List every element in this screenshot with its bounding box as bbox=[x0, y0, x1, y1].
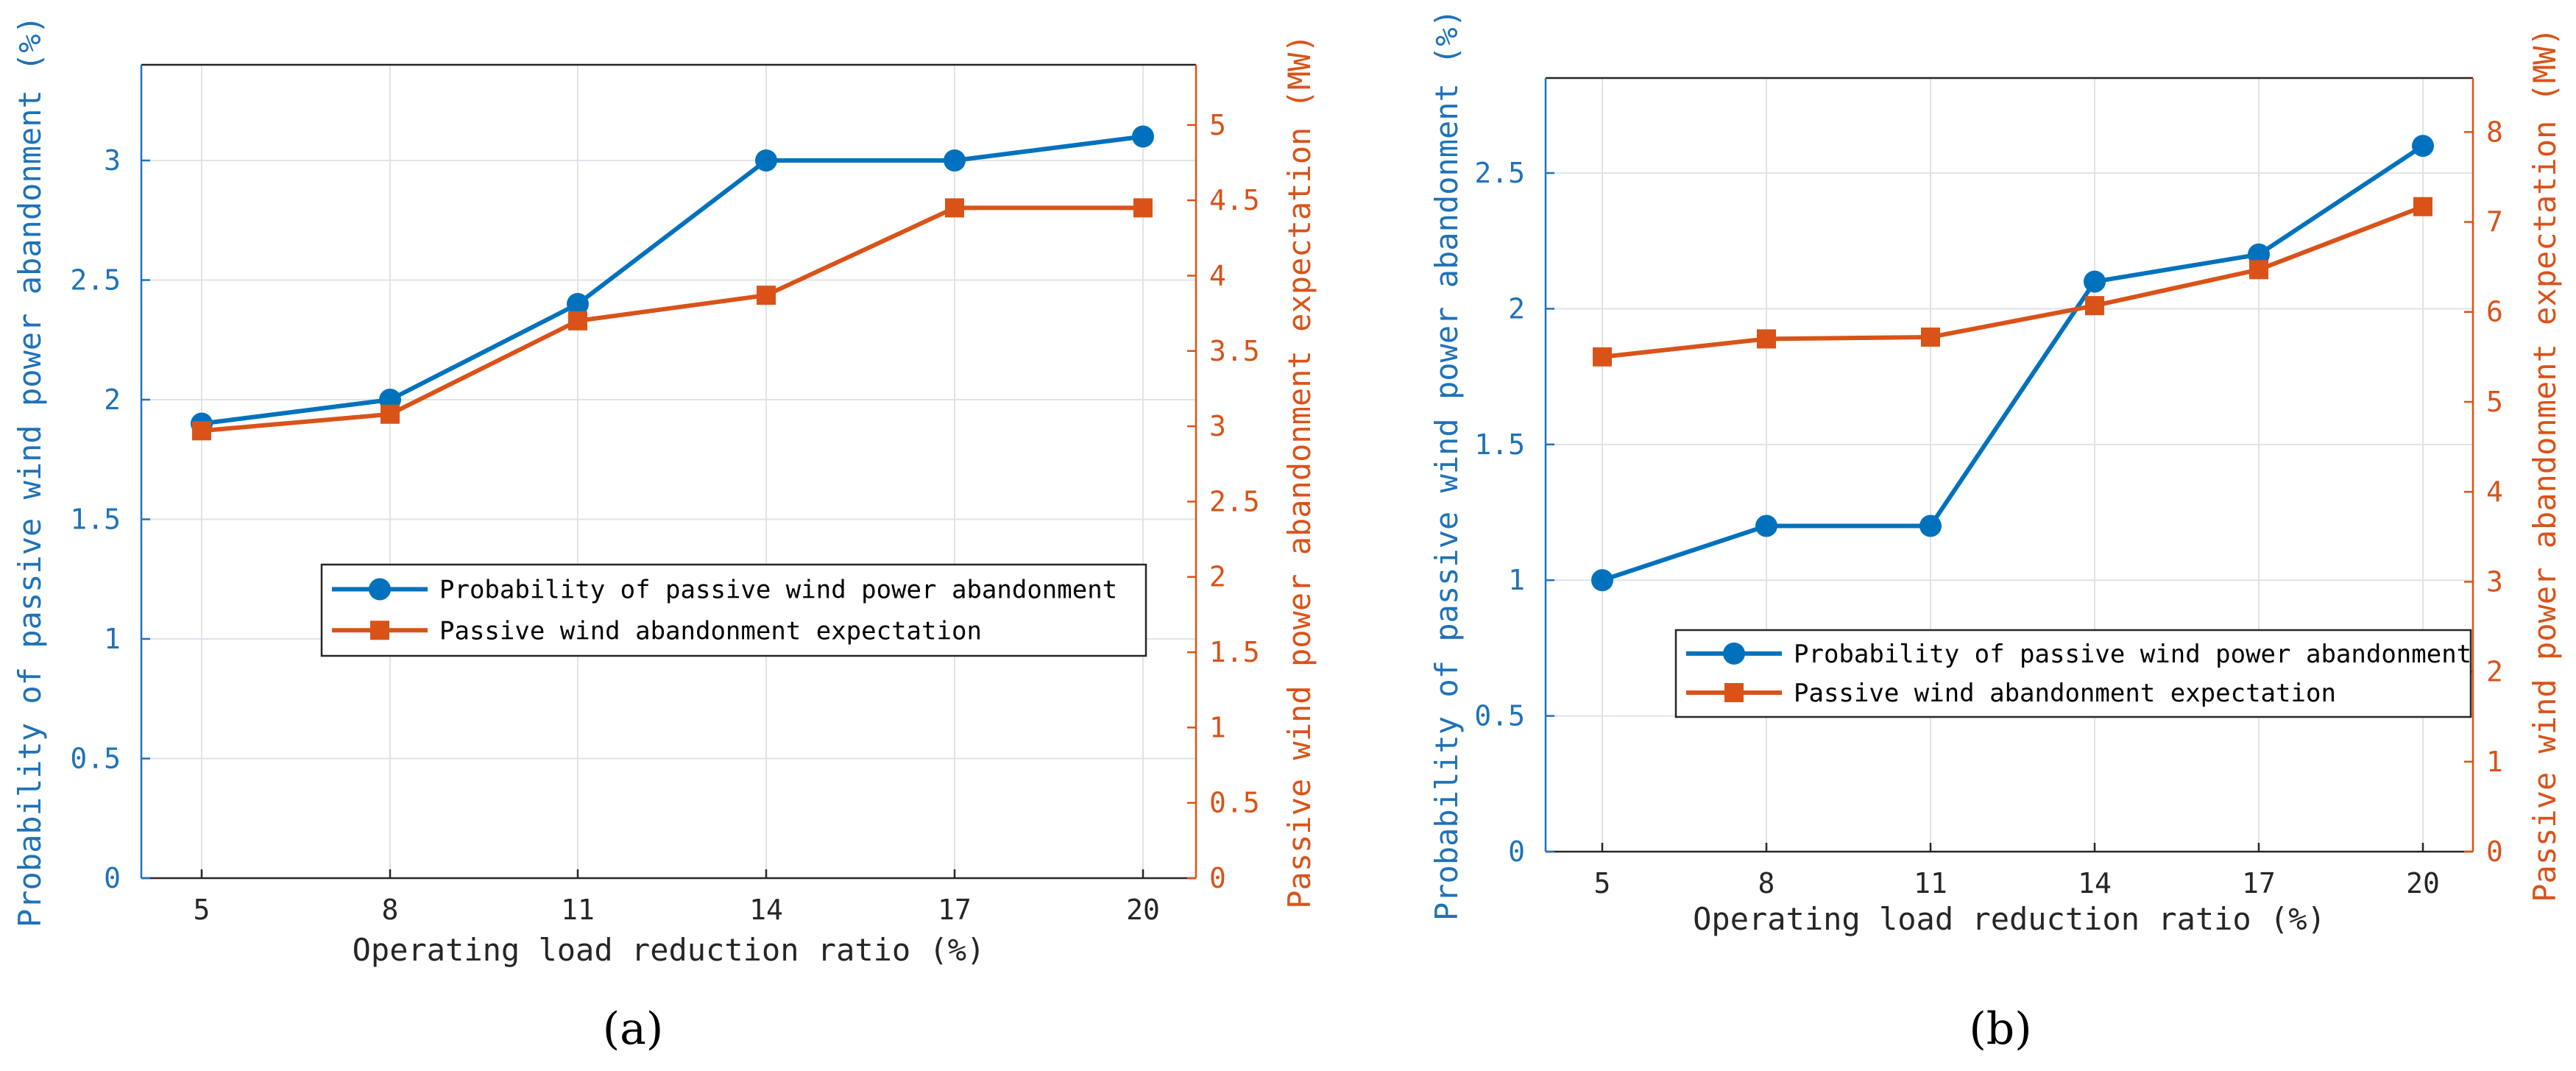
left-y-tick-label: 2 bbox=[104, 383, 121, 416]
right-y-tick-label: 5 bbox=[1209, 109, 1226, 141]
left-y-axis-label: Probability of passive wind power abando… bbox=[1429, 9, 1465, 921]
legend-label: Passive wind abandonment expectation bbox=[1794, 679, 2336, 708]
expectation-data-point bbox=[2085, 296, 2104, 315]
probability-data-point bbox=[944, 149, 966, 172]
right-y-tick-label: 2 bbox=[1209, 561, 1226, 593]
legend-marker-circle bbox=[369, 578, 391, 600]
probability-data-point bbox=[2084, 271, 2106, 293]
expectation-data-point bbox=[1757, 329, 1776, 348]
x-tick-label: 11 bbox=[561, 894, 595, 926]
right-y-tick-label: 0 bbox=[1209, 862, 1226, 894]
right-y-tick-label: 1.5 bbox=[1209, 636, 1260, 668]
left-y-tick-label: 1.5 bbox=[1474, 428, 1525, 461]
x-tick-label: 8 bbox=[382, 894, 399, 926]
legend-label: Probability of passive wind power abando… bbox=[1794, 640, 2471, 669]
figure-canvas: 5 8 11 14 17 2000.511.522.5300.511.522.533.54… bbox=[0, 0, 2576, 1071]
chart-panel-a: 5 8 11 14 17 20 0 0.5 1 1.5 2 2.5 3 0 0.5 1 1.5 2 2.5 3 3.5 4… bbox=[12, 15, 1317, 1055]
right-y-tick-label: 0 bbox=[2486, 835, 2503, 868]
expectation-data-point bbox=[1133, 198, 1153, 217]
left-y-tick-label: 3 bbox=[104, 144, 121, 177]
legend-label: Passive wind abandonment expectation bbox=[439, 616, 982, 646]
right-y-tick-label: 2 bbox=[2486, 656, 2503, 688]
expectation-data-point bbox=[945, 198, 964, 217]
left-y-tick-label: 1.5 bbox=[70, 503, 121, 536]
probability-data-point bbox=[2412, 135, 2434, 157]
left-y-tick-label: 0 bbox=[104, 862, 121, 894]
right-y-tick-label: 7 bbox=[2486, 206, 2503, 238]
right-y-tick-label: 3.5 bbox=[1209, 335, 1260, 367]
left-y-axis-label: Probability of passive wind power abando… bbox=[12, 15, 48, 927]
panel-label: (a) bbox=[603, 1003, 664, 1055]
x-tick-label: 8 bbox=[1758, 867, 1775, 899]
x-axis-label: Operating load reduction ratio (%) bbox=[1693, 901, 2326, 937]
x-tick-label: 17 bbox=[2242, 867, 2276, 899]
expectation-data-point bbox=[568, 311, 587, 331]
legend: Probability of passive wind power abando… bbox=[322, 565, 1146, 656]
probability-data-point bbox=[755, 149, 777, 172]
expectation-data-point bbox=[2249, 260, 2268, 279]
right-y-tick-label: 4 bbox=[2486, 476, 2503, 508]
left-y-tick-label: 0.5 bbox=[70, 743, 121, 775]
x-axis-label: Operating load reduction ratio (%) bbox=[353, 932, 986, 968]
left-y-tick-label: 2.5 bbox=[70, 264, 121, 297]
expectation-series-line bbox=[202, 208, 1143, 431]
legend: Probability of passive wind power abando… bbox=[1676, 630, 2471, 717]
chart-panel-b: 5 8 11 14 17 2000.511.522.5012345678Operating… bbox=[1429, 9, 2563, 1055]
x-tick-label: 14 bbox=[749, 894, 783, 926]
right-y-tick-label: 3 bbox=[1209, 410, 1226, 442]
probability-series-line bbox=[1602, 146, 2423, 580]
x-tick-label: 17 bbox=[938, 894, 972, 926]
right-y-tick-label: 5 bbox=[2486, 386, 2503, 418]
probability-data-point bbox=[1132, 126, 1154, 148]
legend-marker-square bbox=[370, 621, 389, 640]
expectation-data-point bbox=[757, 286, 776, 305]
left-y-tick-label: 1 bbox=[104, 623, 121, 655]
probability-data-point bbox=[1591, 569, 1613, 591]
left-y-tick-label: 1 bbox=[1508, 564, 1525, 596]
right-y-tick-label: 1 bbox=[2486, 746, 2503, 778]
right-y-tick-label: 2.5 bbox=[1209, 485, 1260, 517]
legend-marker-square bbox=[1724, 683, 1744, 702]
x-tick-label: 11 bbox=[1914, 867, 1947, 899]
right-y-tick-label: 4 bbox=[1209, 259, 1226, 291]
left-y-tick-label: 2 bbox=[1508, 292, 1525, 325]
x-tick-label: 20 bbox=[1126, 894, 1160, 926]
left-y-tick-label: 0 bbox=[1508, 835, 1525, 868]
expectation-data-point bbox=[1921, 328, 1940, 347]
right-y-tick-label: 3 bbox=[2486, 565, 2503, 598]
right-y-tick-label: 1 bbox=[1209, 711, 1226, 743]
right-y-tick-label: 0.5 bbox=[1209, 787, 1260, 819]
right-y-axis-label: Passive wind power abandonment expectati… bbox=[2527, 27, 2563, 902]
expectation-data-point bbox=[2413, 197, 2432, 216]
left-y-tick-label: 2.5 bbox=[1474, 157, 1525, 189]
right-y-tick-label: 8 bbox=[2486, 116, 2503, 148]
legend-label: Probability of passive wind power abando… bbox=[439, 575, 1117, 604]
x-tick-label: 20 bbox=[2406, 867, 2440, 899]
expectation-data-point bbox=[381, 405, 400, 424]
x-tick-label: 5 bbox=[1594, 867, 1611, 899]
legend-marker-circle bbox=[1723, 643, 1745, 665]
expectation-data-point bbox=[1593, 347, 1612, 367]
right-y-axis-label: Passive wind power abandonment expectati… bbox=[1281, 34, 1317, 908]
panel-label: (b) bbox=[1969, 1003, 2031, 1055]
probability-data-point bbox=[1919, 515, 1942, 537]
x-tick-label: 14 bbox=[2078, 867, 2112, 899]
probability-data-point bbox=[1755, 515, 1777, 537]
right-y-tick-label: 4.5 bbox=[1209, 184, 1260, 216]
x-tick-label: 5 bbox=[194, 894, 210, 926]
left-y-tick-label: 0.5 bbox=[1474, 700, 1525, 732]
right-y-tick-label: 6 bbox=[2486, 296, 2503, 328]
expectation-data-point bbox=[192, 421, 211, 440]
